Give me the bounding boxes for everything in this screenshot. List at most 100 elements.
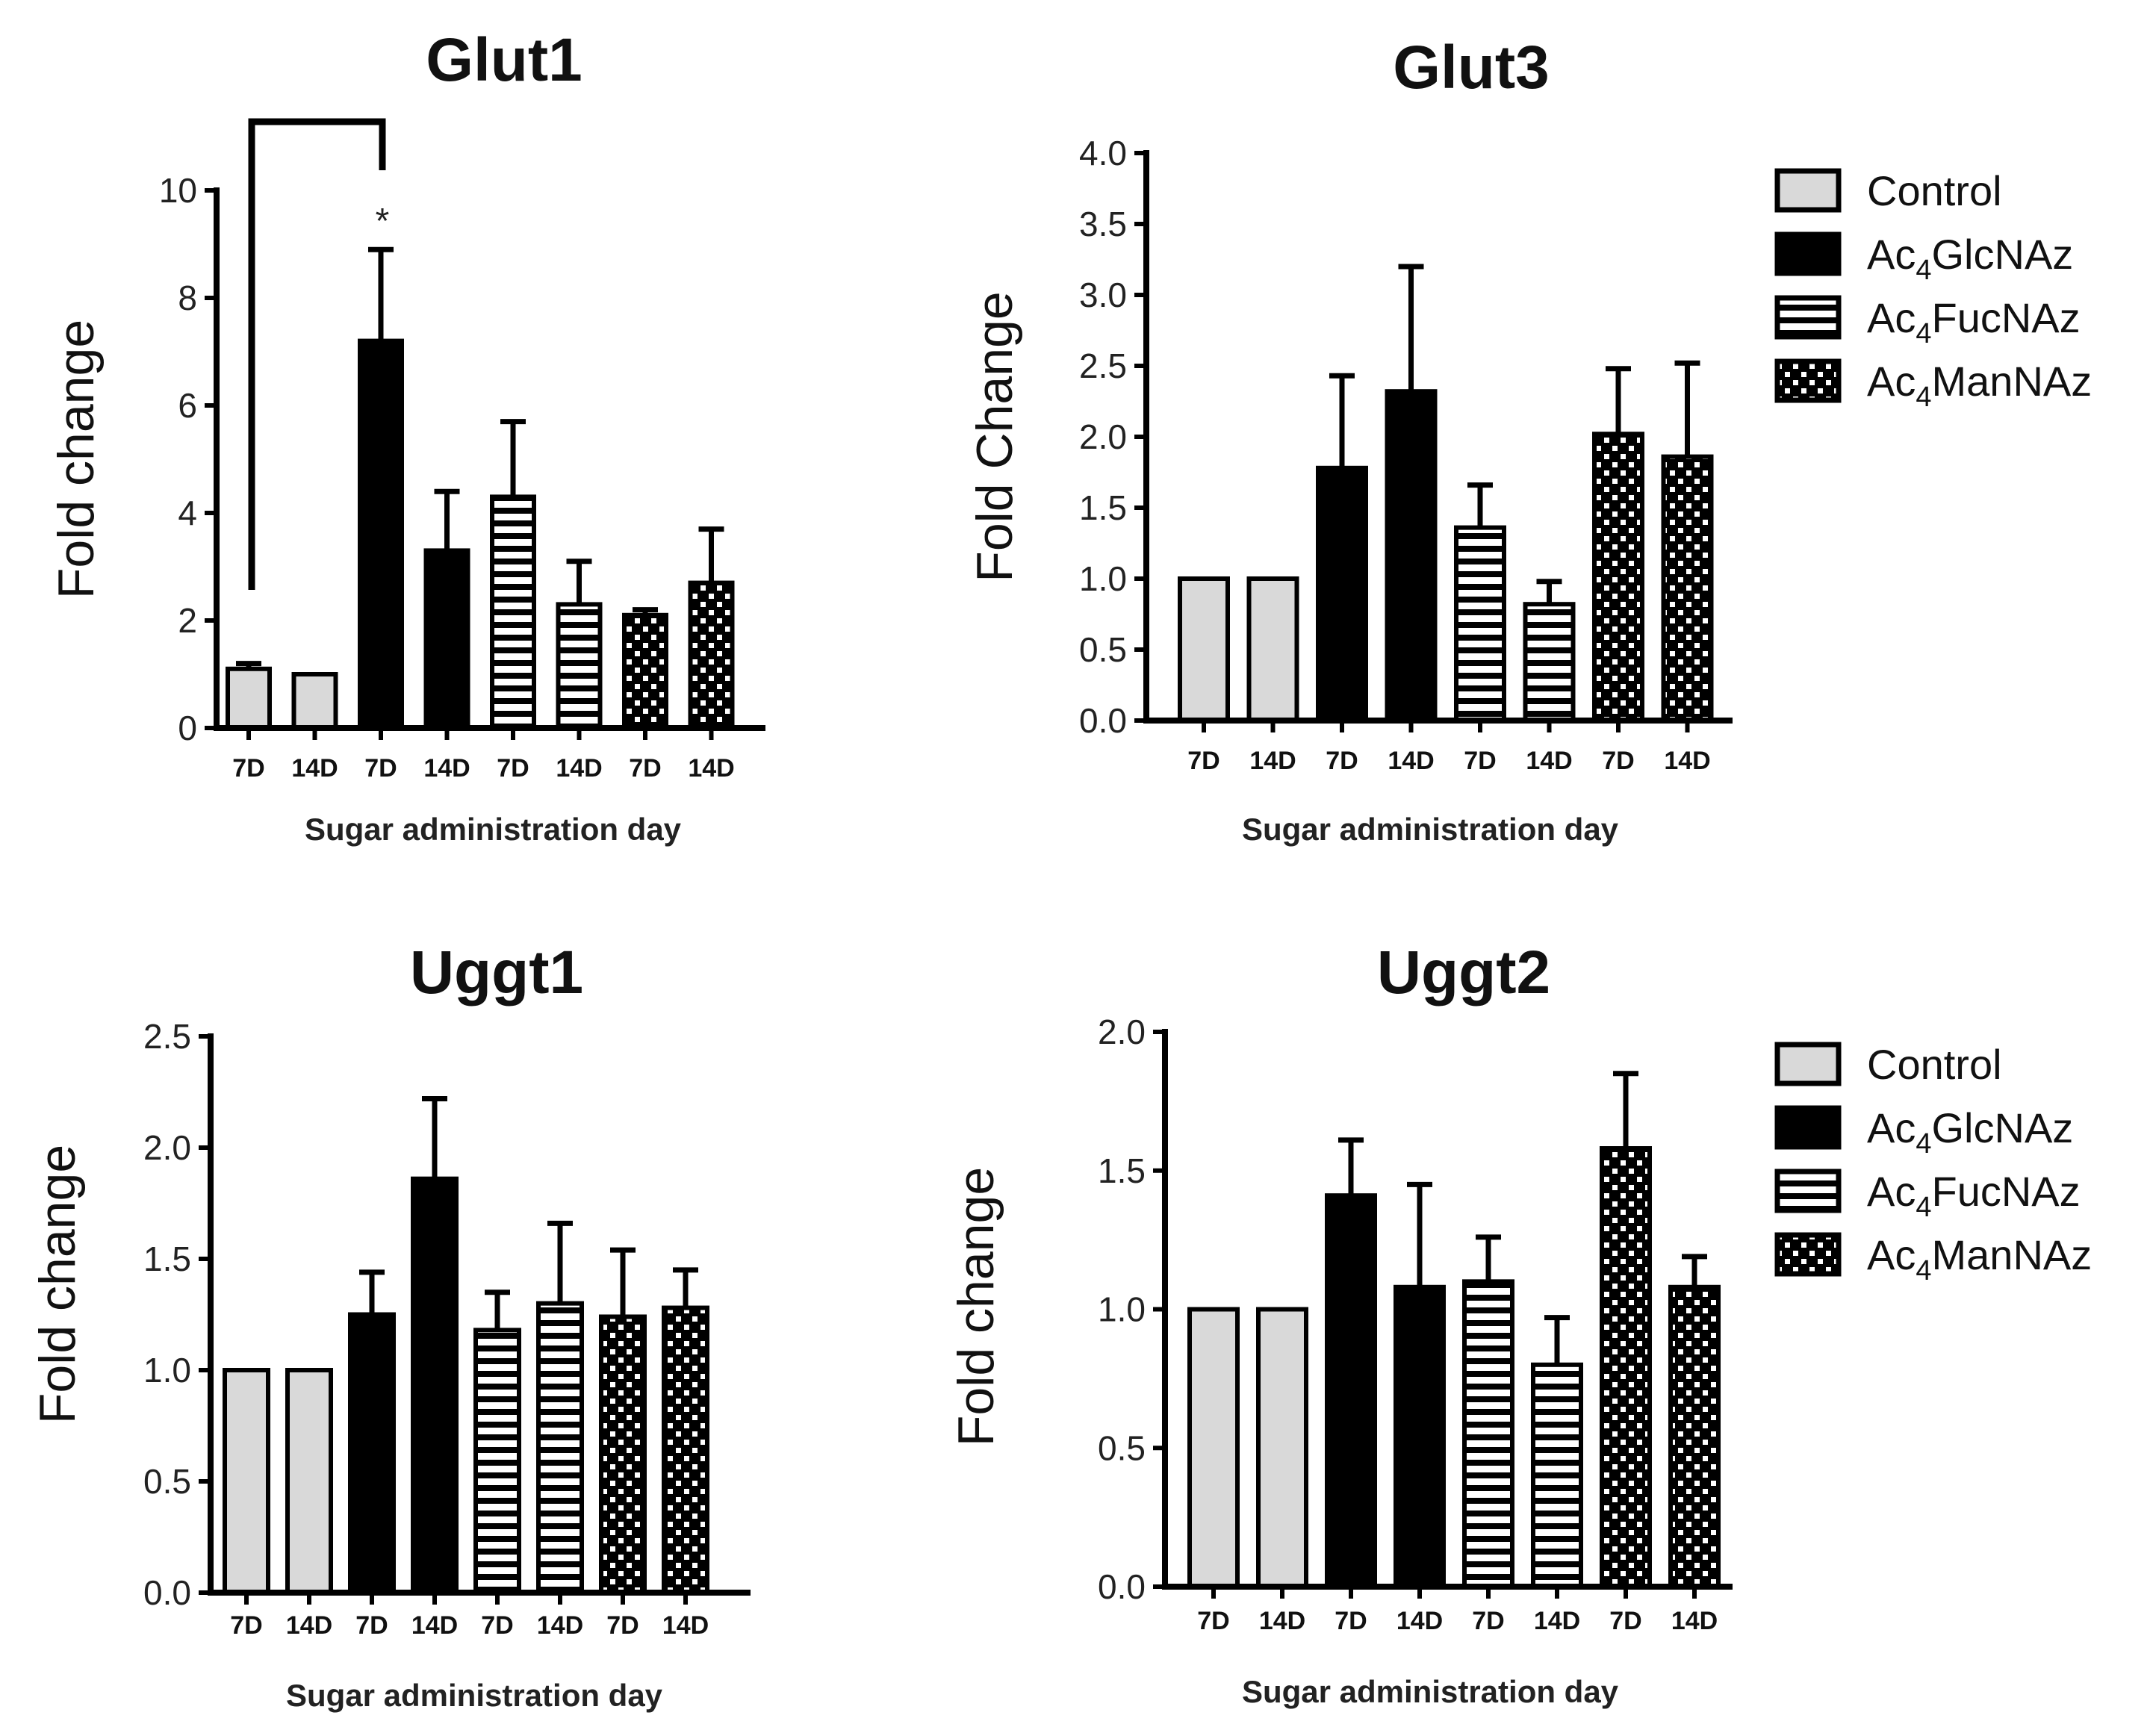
bar-series — [223, 1095, 709, 1596]
bar — [1592, 432, 1644, 723]
x-axis-label: Sugar administration day — [286, 1678, 663, 1713]
bar — [1325, 1193, 1377, 1590]
x-tick-label: 14D — [423, 754, 470, 783]
x-ticks: 7D 14D 7D 14D 7D 14D 7D 14D — [230, 1593, 709, 1640]
significance-marker: * — [376, 202, 390, 241]
x-tick-label: 14D — [286, 1611, 332, 1640]
y-ticks: 0.0 0.5 1.0 1.5 2.0 2.5 3.0 3.5 4.0 — [1079, 134, 1146, 740]
bar — [1256, 1307, 1308, 1589]
y-tick-label: 4.0 — [1079, 134, 1127, 172]
y-tick-label: 1.0 — [1098, 1290, 1146, 1329]
legend-label: Control — [1867, 167, 2002, 214]
bar — [423, 548, 470, 731]
y-tick-label: 4 — [178, 494, 197, 532]
bar — [226, 666, 272, 730]
y-ticks: 0.0 0.5 1.0 1.5 2.0 — [1098, 1012, 1165, 1606]
y-tick-label: 2.5 — [143, 1017, 191, 1056]
legend-swatch — [1774, 231, 1842, 276]
x-tick-label: 7D — [1609, 1607, 1641, 1635]
x-axis-label: Sugar administration day — [1242, 812, 1619, 847]
x-tick-label: 14D — [662, 1611, 709, 1640]
y-axis-label: Fold change — [948, 1167, 1004, 1446]
legend-label: Ac4ManNAz — [1867, 358, 2092, 413]
x-tick-label: 7D — [232, 754, 264, 783]
x-tick-label: 7D — [1472, 1607, 1504, 1635]
chart-title: Uggt1 — [410, 939, 583, 1007]
y-tick-label: 1.0 — [143, 1351, 191, 1390]
bar — [556, 602, 603, 731]
bar — [490, 494, 536, 731]
legend-label: Ac4FucNAz — [1867, 294, 2081, 349]
x-axis-label: Sugar administration day — [305, 812, 682, 847]
y-tick-label: 0.5 — [1098, 1428, 1146, 1467]
legend-label: Ac4FucNAz — [1867, 1168, 2081, 1223]
x-tick-label: 7D — [355, 1611, 388, 1640]
bar — [1600, 1146, 1652, 1589]
x-tick-label: 7D — [606, 1611, 639, 1640]
legend-item: Ac4FucNAz — [1774, 294, 2081, 349]
x-tick-label: 14D — [1526, 747, 1572, 775]
bar — [411, 1176, 459, 1595]
bar — [1187, 1307, 1240, 1589]
x-axis-label: Sugar administration day — [1242, 1674, 1619, 1709]
chart-glut1: Glut1 Fold change Sugar administration d… — [48, 26, 765, 847]
legend-label: Control — [1867, 1041, 2002, 1088]
chart-uggt2: Uggt2 Fold change Sugar administration d… — [948, 939, 1733, 1709]
y-tick-label: 1.0 — [1079, 559, 1127, 598]
x-tick-label: 14D — [688, 754, 734, 783]
x-tick-label: 7D — [1335, 1607, 1367, 1635]
legend-swatch — [1774, 168, 1842, 213]
y-tick-label: 1.5 — [1098, 1151, 1146, 1190]
chart-title: Uggt2 — [1377, 939, 1550, 1007]
bar — [1668, 1284, 1721, 1590]
y-axis-label: Fold change — [29, 1145, 86, 1424]
legend-swatch — [1774, 358, 1842, 403]
y-tick-label: 2.0 — [1098, 1012, 1146, 1051]
legend-item: Ac4GlcNAz — [1774, 231, 2073, 286]
y-tick-label: 0.5 — [1079, 630, 1127, 669]
y-tick-label: 0.0 — [143, 1573, 191, 1612]
bar — [1394, 1284, 1446, 1590]
significance-bracket — [248, 118, 386, 590]
x-tick-label: 14D — [411, 1611, 458, 1640]
x-tick-label: 14D — [556, 754, 602, 783]
bar — [536, 1301, 584, 1595]
x-tick-label: 14D — [1534, 1607, 1580, 1635]
bar — [291, 672, 338, 730]
y-tick-label: 0 — [178, 709, 197, 747]
x-tick-label: 7D — [629, 754, 661, 783]
x-tick-label: 14D — [537, 1611, 583, 1640]
x-tick-label: 7D — [481, 1611, 513, 1640]
x-ticks: 7D 14D 7D 14D 7D 14D 7D 14D — [1197, 1587, 1718, 1635]
x-tick-label: 7D — [364, 754, 397, 783]
bar — [1523, 602, 1576, 724]
x-tick-label: 14D — [1388, 747, 1434, 775]
x-tick-label: 14D — [1664, 747, 1710, 775]
axes — [214, 187, 765, 731]
y-tick-label: 0.0 — [1079, 701, 1127, 740]
y-tick-label: 6 — [178, 386, 197, 425]
y-ticks: 0 2 4 6 8 10 — [159, 171, 217, 747]
x-tick-label: 7D — [230, 1611, 262, 1640]
y-tick-label: 1.5 — [143, 1239, 191, 1278]
bar — [1178, 576, 1230, 723]
legend-item: Ac4GlcNAz — [1774, 1104, 2073, 1160]
legend-top: Control Ac4GlcNAz Ac4FucNAz Ac4ManNAz — [1774, 167, 2092, 413]
legend-item: Control — [1774, 1041, 2002, 1088]
chart-title: Glut1 — [426, 26, 582, 94]
legend-swatch — [1774, 1042, 1842, 1086]
bar — [622, 612, 668, 730]
bar-series — [226, 246, 735, 731]
legend-item: Ac4FucNAz — [1774, 1168, 2081, 1223]
bar — [358, 338, 404, 731]
x-tick-label: 14D — [1249, 747, 1296, 775]
x-tick-label: 7D — [1197, 1607, 1229, 1635]
legend-label: Ac4ManNAz — [1867, 1231, 2092, 1287]
y-ticks: 0.0 0.5 1.0 1.5 2.0 2.5 — [143, 1017, 211, 1612]
x-tick-label: 14D — [1396, 1607, 1443, 1635]
legend-label: Ac4GlcNAz — [1867, 231, 2073, 286]
bar — [1316, 465, 1368, 723]
legend-label: Ac4GlcNAz — [1867, 1104, 2073, 1160]
bar — [223, 1368, 270, 1595]
